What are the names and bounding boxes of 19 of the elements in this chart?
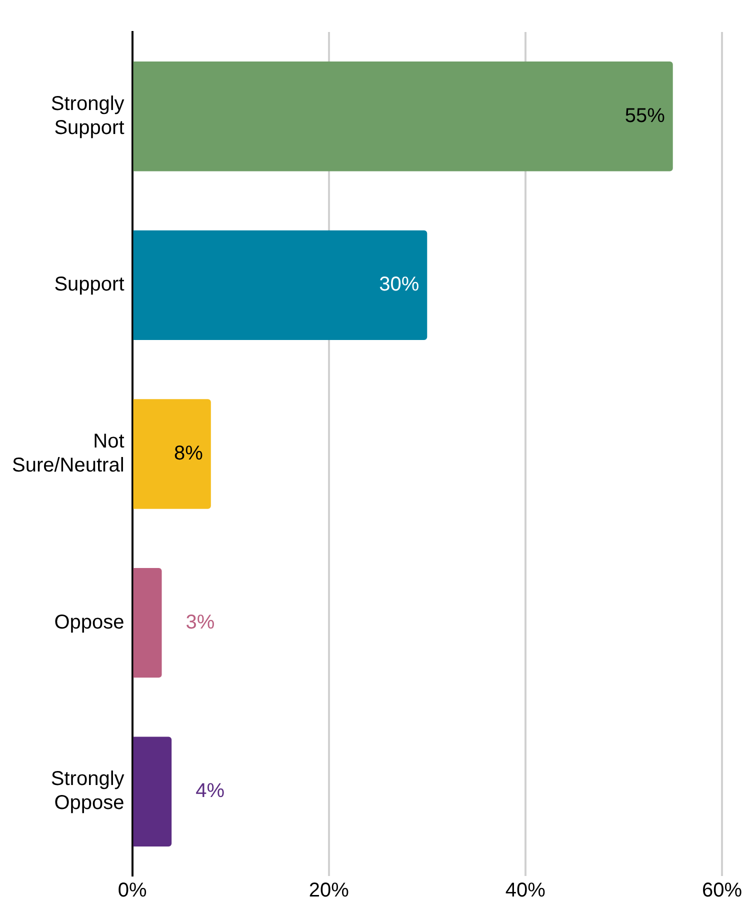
bar — [133, 568, 162, 678]
x-tick-label: 20% — [308, 880, 350, 902]
x-tick-label: 0% — [118, 880, 147, 902]
data-label: 30% — [379, 274, 420, 296]
x-tick-label: 40% — [505, 880, 546, 902]
y-tick-label: Strongly Oppose — [50, 768, 124, 814]
data-label: 4% — [196, 780, 225, 802]
y-tick-label: Strongly Support — [50, 92, 125, 139]
y-tick-label: Not Sure/Neutral — [12, 430, 125, 477]
y-tick-label: Support — [54, 274, 125, 296]
y-tick-label: Oppose — [54, 611, 124, 634]
x-tick-label: 60% — [702, 880, 742, 902]
bar — [133, 736, 172, 846]
bar — [133, 399, 211, 509]
data-label: 8% — [174, 442, 204, 465]
bar — [133, 62, 673, 172]
bar — [133, 230, 428, 340]
data-label: 3% — [186, 611, 215, 634]
data-label: 55% — [624, 104, 666, 127]
